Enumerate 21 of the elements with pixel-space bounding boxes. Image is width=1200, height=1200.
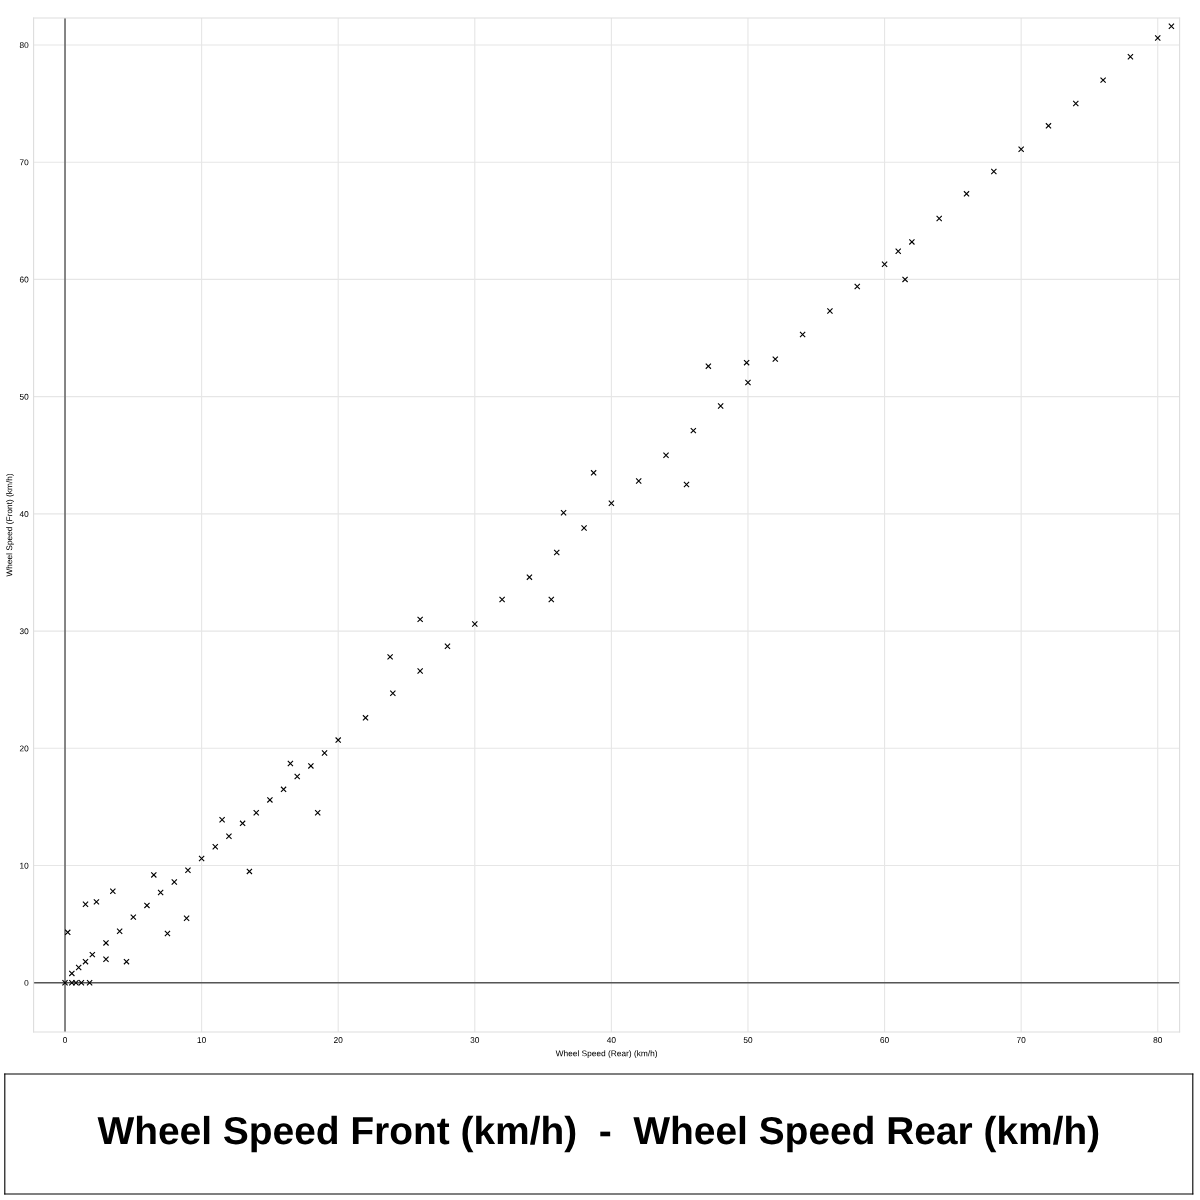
y-tick-label: 50 [19,393,29,400]
x-tick-label: 80 [1153,1037,1163,1043]
x-axis-title: Wheel Speed (Rear) (km/h) [555,1050,658,1058]
y-tick-label: 60 [19,276,29,283]
y-tick-label: 80 [19,42,29,49]
x-tick-label: 40 [606,1037,616,1043]
x-tick-label: 10 [197,1037,206,1043]
x-tick-label: 50 [743,1037,753,1043]
x-tick-label: 70 [1016,1037,1026,1043]
text: Wheel Speed Front (km/h) - Wheel Speed Rear (km/h) [97,1115,1099,1153]
y-tick-label: 40 [19,511,29,517]
y-tick-label: 20 [19,745,29,752]
y-axis-title: Wheel Speed (Front) (km/h) [6,473,14,577]
x-tick-label: 0 [63,1037,68,1043]
y-tick-label: 30 [19,628,29,635]
y-tick-label: 0 [24,979,29,986]
y-tick-label: 10 [20,862,29,869]
x-tick-label: 20 [333,1037,343,1043]
x-tick-label: 60 [880,1037,889,1043]
y-tick-label: 70 [19,159,29,166]
x-tick-label: 30 [470,1037,480,1043]
